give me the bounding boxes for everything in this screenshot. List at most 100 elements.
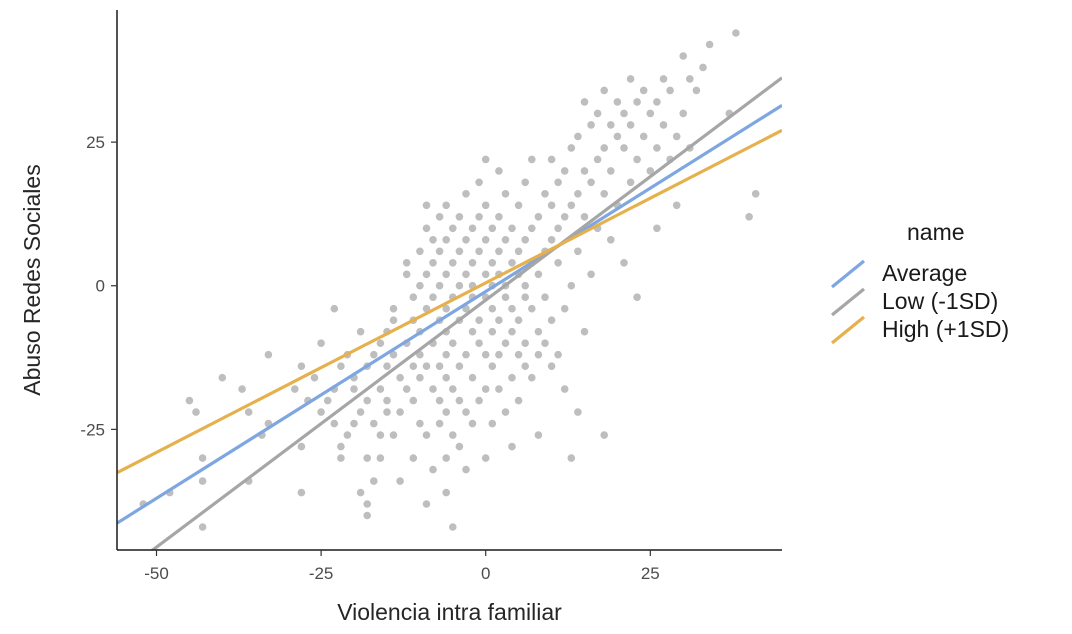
data-point xyxy=(475,247,483,256)
regression-lines xyxy=(117,76,782,550)
data-point xyxy=(521,281,529,290)
data-point xyxy=(376,431,385,439)
data-point xyxy=(475,316,483,325)
y-tick-label: 0 xyxy=(96,277,105,296)
data-point xyxy=(560,304,569,313)
data-point xyxy=(442,454,451,462)
data-point xyxy=(521,293,529,302)
data-point xyxy=(442,270,451,279)
data-point xyxy=(330,304,339,313)
legend-title: name xyxy=(907,219,965,245)
data-point xyxy=(185,396,194,405)
data-point xyxy=(633,98,641,106)
data-point xyxy=(481,350,490,359)
data-point xyxy=(514,201,523,210)
data-point xyxy=(567,201,576,210)
data-point xyxy=(442,350,451,359)
data-point xyxy=(666,86,674,95)
x-tick-label: -50 xyxy=(144,564,169,583)
data-point xyxy=(422,431,431,439)
data-point xyxy=(488,304,497,313)
data-point xyxy=(541,293,549,302)
data-point xyxy=(416,373,424,382)
regression-line-high xyxy=(117,128,782,475)
data-point xyxy=(508,442,516,451)
data-point xyxy=(607,236,615,244)
data-point xyxy=(449,339,457,348)
data-point xyxy=(574,190,582,198)
legend-key-average xyxy=(830,259,866,289)
data-point xyxy=(672,132,681,141)
data-point xyxy=(429,385,437,393)
data-point xyxy=(337,442,345,451)
data-point xyxy=(554,350,562,359)
regression-line-average xyxy=(117,104,782,525)
data-point xyxy=(587,270,595,279)
data-point xyxy=(455,442,464,451)
data-point xyxy=(350,385,358,393)
data-point xyxy=(560,167,569,175)
data-point xyxy=(363,511,372,520)
data-point xyxy=(600,190,608,198)
data-point xyxy=(534,270,543,279)
data-point xyxy=(343,431,352,439)
data-point xyxy=(422,270,431,279)
data-point xyxy=(488,362,497,371)
data-point xyxy=(495,167,503,175)
data-point xyxy=(462,190,470,198)
data-point xyxy=(422,362,431,371)
data-point xyxy=(416,419,424,428)
data-point xyxy=(291,385,299,393)
data-point xyxy=(429,293,437,302)
data-point xyxy=(449,431,457,439)
x-tick-label: 0 xyxy=(481,564,490,583)
data-point xyxy=(396,373,404,382)
data-point xyxy=(514,396,523,405)
data-point xyxy=(547,362,556,371)
data-point xyxy=(481,454,490,462)
data-point xyxy=(198,523,207,531)
data-point xyxy=(376,385,385,393)
data-point xyxy=(495,316,503,325)
legend-key-low xyxy=(830,287,866,317)
data-point xyxy=(495,385,503,393)
data-point xyxy=(514,247,523,256)
data-point xyxy=(468,373,477,382)
data-point xyxy=(607,121,615,129)
data-point xyxy=(659,75,668,83)
y-axis-title: Abuso Redes Sociales xyxy=(19,164,45,395)
data-point xyxy=(409,396,418,405)
data-point xyxy=(593,109,602,118)
data-point xyxy=(481,236,490,244)
data-point xyxy=(580,213,589,221)
data-point xyxy=(580,167,589,175)
data-point xyxy=(323,396,332,405)
data-point xyxy=(646,109,655,118)
data-point xyxy=(297,362,306,371)
data-point xyxy=(396,408,404,416)
data-point xyxy=(462,408,470,416)
data-point xyxy=(468,224,477,233)
data-point xyxy=(679,109,687,118)
data-point xyxy=(198,477,207,485)
data-point xyxy=(244,408,253,416)
data-point xyxy=(508,327,516,336)
data-point xyxy=(435,281,444,290)
data-point xyxy=(435,419,444,428)
data-point xyxy=(495,247,503,256)
data-point xyxy=(389,316,398,325)
data-point xyxy=(389,350,398,359)
data-point xyxy=(521,178,529,187)
data-point xyxy=(449,385,457,393)
data-point xyxy=(521,362,529,371)
data-point xyxy=(442,408,451,416)
data-point xyxy=(442,488,451,497)
data-point xyxy=(574,408,582,416)
data-point xyxy=(435,362,444,371)
legend-key-high xyxy=(830,315,866,345)
data-point xyxy=(580,327,589,336)
data-point xyxy=(751,190,760,198)
data-point xyxy=(462,350,470,359)
data-point xyxy=(462,465,470,474)
x-axis-title: Violencia intra familiar xyxy=(337,599,562,625)
